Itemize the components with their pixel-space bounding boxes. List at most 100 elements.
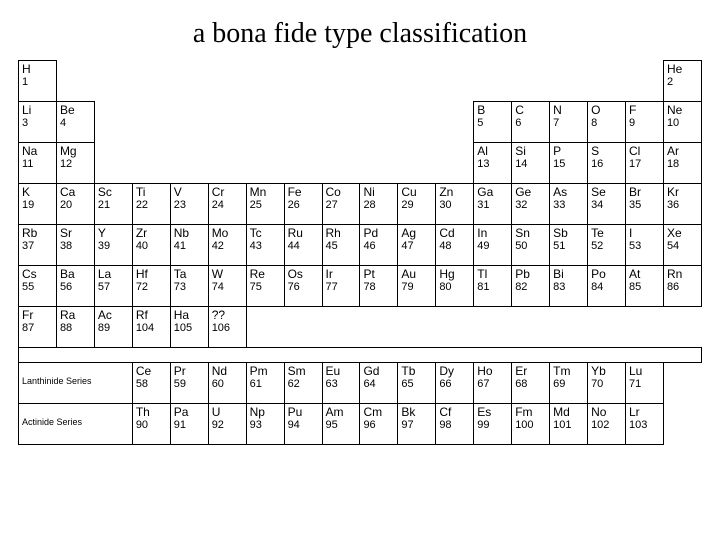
element-number: 105 bbox=[174, 322, 205, 334]
element-number: 28 bbox=[363, 199, 394, 211]
element-cell: Dy66 bbox=[436, 363, 474, 404]
element-symbol: Zn bbox=[439, 186, 470, 199]
element-cell: Er68 bbox=[512, 363, 550, 404]
element-cell: Sc21 bbox=[94, 184, 132, 225]
element-number: 88 bbox=[60, 322, 91, 334]
element-symbol: Nb bbox=[174, 227, 205, 240]
element-number: 16 bbox=[591, 158, 622, 170]
element-cell: U92 bbox=[208, 404, 246, 445]
element-cell: Nd60 bbox=[208, 363, 246, 404]
element-number: 104 bbox=[136, 322, 167, 334]
element-symbol: Th bbox=[136, 406, 167, 419]
element-symbol: Rb bbox=[22, 227, 53, 240]
element-number: 52 bbox=[591, 240, 622, 252]
element-cell: O8 bbox=[588, 102, 626, 143]
periodic-table: H1He2Li3Be4B5C6N7O8F9Ne10Na11Mg12Al13Si1… bbox=[18, 60, 702, 445]
lanthanide-row: Lanthinide SeriesCe58Pr59Nd60Pm61Sm62Eu6… bbox=[19, 363, 702, 404]
element-symbol: Ho bbox=[477, 365, 508, 378]
element-cell: Sr38 bbox=[56, 225, 94, 266]
element-number: 98 bbox=[439, 419, 470, 431]
element-symbol: I bbox=[629, 227, 660, 240]
element-cell: Se34 bbox=[588, 184, 626, 225]
element-number: 49 bbox=[477, 240, 508, 252]
element-number: 72 bbox=[136, 281, 167, 293]
element-number: 74 bbox=[212, 281, 243, 293]
element-symbol: F bbox=[629, 104, 660, 117]
element-symbol: Sb bbox=[553, 227, 584, 240]
element-cell: In49 bbox=[474, 225, 512, 266]
element-cell: Rb37 bbox=[19, 225, 57, 266]
element-cell: Mn25 bbox=[246, 184, 284, 225]
element-number: 10 bbox=[667, 117, 698, 129]
element-number: 93 bbox=[250, 419, 281, 431]
element-cell: Nb41 bbox=[170, 225, 208, 266]
table-row: H1He2 bbox=[19, 61, 702, 102]
table-row: Rb37Sr38Y39Zr40Nb41Mo42Tc43Ru44Rh45Pd46A… bbox=[19, 225, 702, 266]
element-symbol: Cs bbox=[22, 268, 53, 281]
element-number: 94 bbox=[288, 419, 319, 431]
element-number: 35 bbox=[629, 199, 660, 211]
element-symbol: Lu bbox=[629, 365, 660, 378]
element-number: 31 bbox=[477, 199, 508, 211]
element-symbol: Pt bbox=[363, 268, 394, 281]
element-cell: Md101 bbox=[550, 404, 588, 445]
element-number: 43 bbox=[250, 240, 281, 252]
element-symbol: K bbox=[22, 186, 53, 199]
element-symbol: Y bbox=[98, 227, 129, 240]
element-cell: Cr24 bbox=[208, 184, 246, 225]
element-cell: Tm69 bbox=[550, 363, 588, 404]
element-number: 101 bbox=[553, 419, 584, 431]
element-symbol: Am bbox=[326, 406, 357, 419]
table-row: Na11Mg12Al13Si14P15S16Cl17Ar18 bbox=[19, 143, 702, 184]
element-number: 63 bbox=[326, 378, 357, 390]
element-symbol: La bbox=[98, 268, 129, 281]
element-symbol: Pu bbox=[288, 406, 319, 419]
element-cell: Pr59 bbox=[170, 363, 208, 404]
element-cell: Bk97 bbox=[398, 404, 436, 445]
element-symbol: W bbox=[212, 268, 243, 281]
element-number: 76 bbox=[288, 281, 319, 293]
element-cell: Br35 bbox=[626, 184, 664, 225]
element-number: 25 bbox=[250, 199, 281, 211]
empty-cell bbox=[663, 404, 701, 445]
element-number: 67 bbox=[477, 378, 508, 390]
element-symbol: Ac bbox=[98, 309, 129, 322]
element-number: 20 bbox=[60, 199, 91, 211]
element-cell: Au79 bbox=[398, 266, 436, 307]
element-cell: Cm96 bbox=[360, 404, 398, 445]
element-cell: At85 bbox=[626, 266, 664, 307]
element-number: 2 bbox=[667, 76, 698, 88]
element-cell: Ne10 bbox=[663, 102, 701, 143]
element-cell: I53 bbox=[626, 225, 664, 266]
element-number: 24 bbox=[212, 199, 243, 211]
element-symbol: Tl bbox=[477, 268, 508, 281]
element-cell: Mo42 bbox=[208, 225, 246, 266]
element-number: 15 bbox=[553, 158, 584, 170]
element-symbol: Fr bbox=[22, 309, 53, 322]
element-symbol: Ha bbox=[174, 309, 205, 322]
element-number: 99 bbox=[477, 419, 508, 431]
element-cell: He2 bbox=[663, 61, 701, 102]
element-cell: Na11 bbox=[19, 143, 57, 184]
element-number: 65 bbox=[401, 378, 432, 390]
table-row: K19Ca20Sc21Ti22V23Cr24Mn25Fe26Co27Ni28Cu… bbox=[19, 184, 702, 225]
element-symbol: Kr bbox=[667, 186, 698, 199]
empty-cell bbox=[94, 143, 473, 184]
element-symbol: Ar bbox=[667, 145, 698, 158]
element-cell: Yb70 bbox=[588, 363, 626, 404]
element-number: 7 bbox=[553, 117, 584, 129]
element-symbol: In bbox=[477, 227, 508, 240]
element-cell: Cl17 bbox=[626, 143, 664, 184]
element-symbol: Hf bbox=[136, 268, 167, 281]
element-cell: As33 bbox=[550, 184, 588, 225]
element-cell: Hf72 bbox=[132, 266, 170, 307]
element-cell: Al13 bbox=[474, 143, 512, 184]
element-symbol: Ca bbox=[60, 186, 91, 199]
element-cell: Lu71 bbox=[626, 363, 664, 404]
element-number: 41 bbox=[174, 240, 205, 252]
element-cell: Kr36 bbox=[663, 184, 701, 225]
element-symbol: O bbox=[591, 104, 622, 117]
element-cell: Pu94 bbox=[284, 404, 322, 445]
element-number: 83 bbox=[553, 281, 584, 293]
element-symbol: Ga bbox=[477, 186, 508, 199]
